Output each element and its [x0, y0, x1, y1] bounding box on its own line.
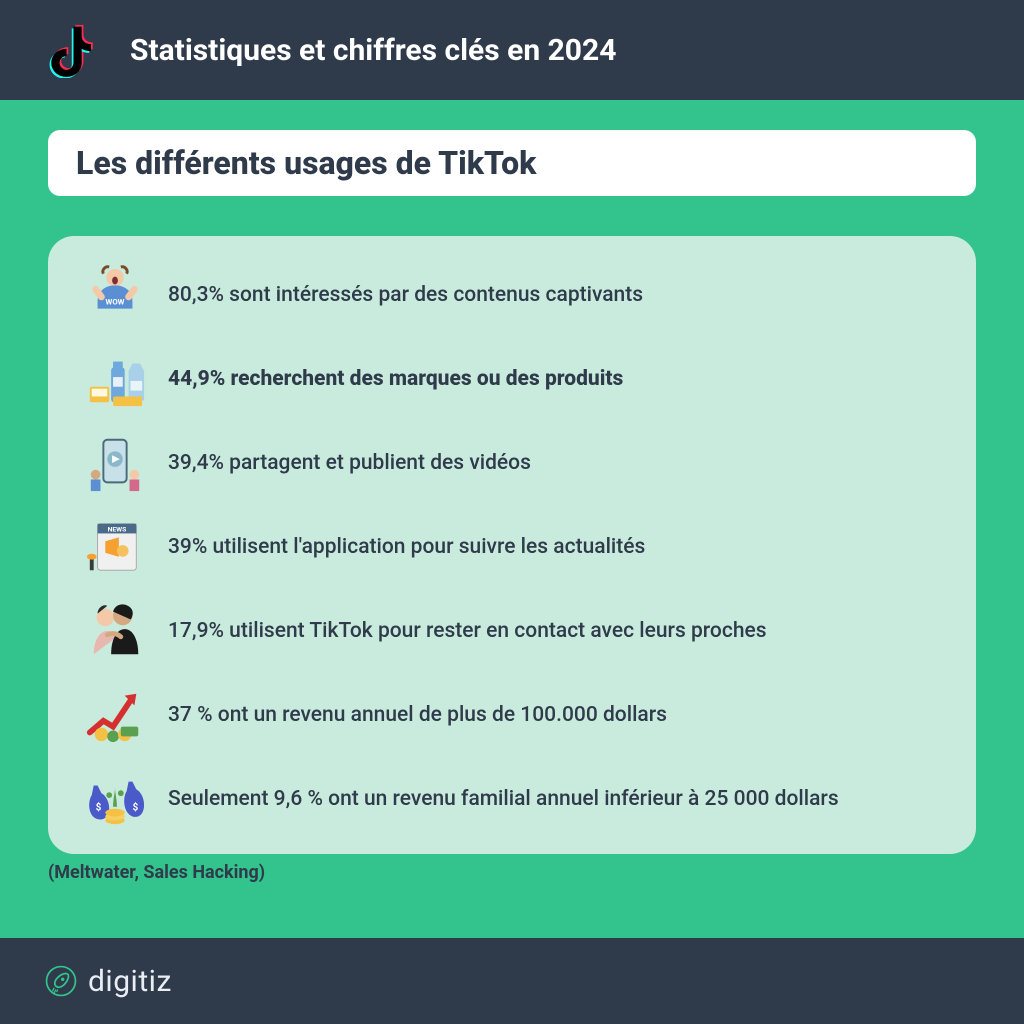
- footer-brand: digitiz: [44, 964, 172, 999]
- svg-text:$: $: [96, 803, 102, 814]
- footer-bar: digitiz: [0, 938, 1024, 1024]
- stat-text: 39% utilisent l'application pour suivre …: [168, 534, 645, 560]
- section-title: Les différents usages de TikTok: [76, 144, 948, 182]
- stat-row: 37 % ont un revenu annuel de plus de 100…: [84, 684, 940, 746]
- section-title-bar: Les différents usages de TikTok: [48, 130, 976, 196]
- growth-chart-icon: [84, 684, 146, 746]
- stat-row: 17,9% utilisent TikTok pour rester en co…: [84, 600, 940, 662]
- header-bar: Statistiques et chiffres clés en 2024: [0, 0, 1024, 100]
- money-bags-icon: $ $: [84, 768, 146, 830]
- stat-text: 17,9% utilisent TikTok pour rester en co…: [168, 618, 767, 644]
- svg-text:$: $: [133, 803, 139, 814]
- couple-icon: [84, 600, 146, 662]
- stat-row: WOW 80,3% sont intéressés par des conten…: [84, 264, 940, 326]
- products-icon: [84, 348, 146, 410]
- svg-text:NEWS: NEWS: [108, 526, 127, 534]
- stat-text: 80,3% sont intéressés par des contenus c…: [168, 282, 643, 308]
- share-video-icon: [84, 432, 146, 494]
- person-excited-icon: WOW: [84, 264, 146, 326]
- footer-brand-text: digitiz: [88, 964, 172, 999]
- stat-row: $ $ Seulement 9,6 % ont un revenu famili…: [84, 768, 940, 830]
- stat-text: 44,9% recherchent des marques ou des pro…: [168, 366, 623, 392]
- stat-row: 39,4% partagent et publient des vidéos: [84, 432, 940, 494]
- svg-text:WOW: WOW: [106, 298, 125, 307]
- stat-text: 37 % ont un revenu annuel de plus de 100…: [168, 702, 667, 728]
- header-title: Statistiques et chiffres clés en 2024: [130, 33, 616, 68]
- stat-row: NEWS 39% utilisent l'application pour su…: [84, 516, 940, 578]
- stat-text: Seulement 9,6 % ont un revenu familial a…: [168, 786, 839, 812]
- source-text: (Meltwater, Sales Hacking): [48, 862, 976, 883]
- main-content: Les différents usages de TikTok WOW 80,3…: [0, 100, 1024, 893]
- tiktok-logo-icon: [40, 20, 100, 80]
- stat-text: 39,4% partagent et publient des vidéos: [168, 450, 531, 476]
- rocket-icon: [44, 964, 78, 998]
- news-icon: NEWS: [84, 516, 146, 578]
- stat-row: 44,9% recherchent des marques ou des pro…: [84, 348, 940, 410]
- stats-card: WOW 80,3% sont intéressés par des conten…: [48, 236, 976, 854]
